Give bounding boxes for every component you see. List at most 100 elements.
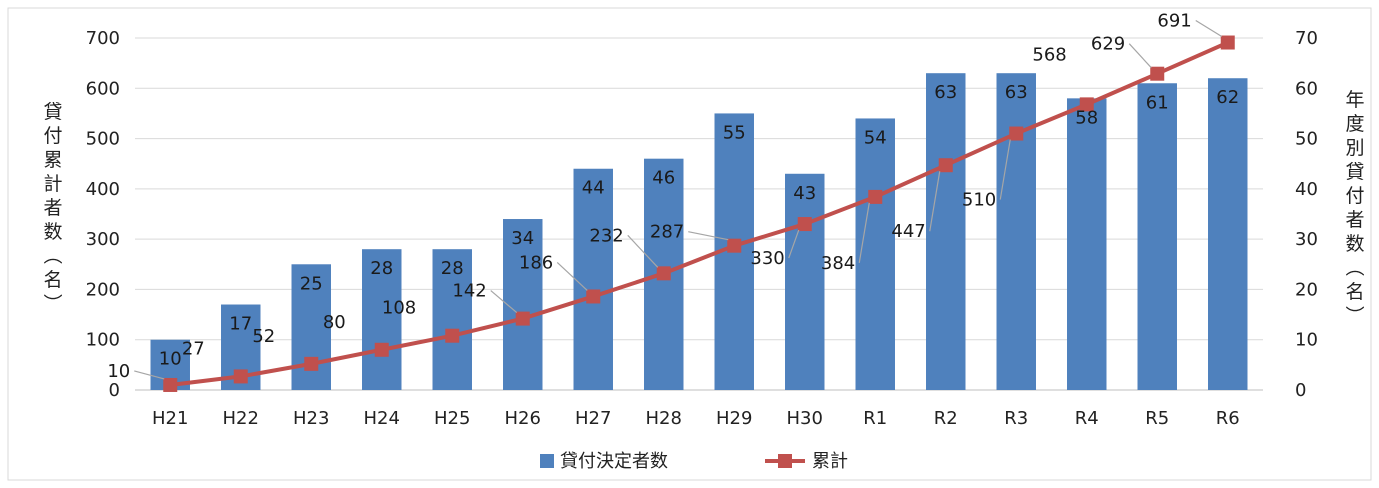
axis-title-char: 者 (1345, 209, 1364, 231)
cumulative-value-label: 447 (891, 221, 925, 242)
bar-value-label: 63 (1005, 82, 1028, 103)
bar-value-label: 17 (229, 314, 252, 335)
left-axis-tick-label: 700 (86, 28, 120, 49)
x-axis-tick-label: H25 (434, 408, 470, 429)
cumulative-value-label: 142 (452, 281, 486, 302)
cumulative-point-marker (1220, 35, 1235, 50)
bar-value-label: 28 (370, 258, 393, 279)
label-leader-line (688, 231, 729, 241)
cumulative-point-marker (1009, 126, 1024, 141)
label-leader-line (929, 171, 941, 232)
cumulative-value-label: 330 (750, 248, 784, 269)
legend: 貸付決定者数 累計 (540, 451, 848, 472)
bar (996, 73, 1036, 390)
cumulative-point-marker (727, 238, 742, 253)
label-leader-line (627, 234, 659, 268)
cumulative-value-label: 108 (382, 298, 416, 319)
bar-value-label: 44 (582, 178, 605, 199)
bar-value-label: 62 (1216, 87, 1239, 108)
axis-title-char: 度 (1345, 113, 1364, 135)
left-axis-ticks: 0 100 200 300 400 500 600 700 (86, 28, 120, 401)
x-axis-tick-label: H27 (575, 408, 611, 429)
left-axis-tick-label: 300 (86, 229, 120, 250)
cumulative-value-label: 232 (589, 225, 623, 246)
right-axis-tick-label: 10 (1295, 330, 1318, 351)
cumulative-line-series (163, 35, 1235, 392)
x-axis-tick-label: R4 (1075, 408, 1099, 429)
bar-value-label: 63 (934, 82, 957, 103)
cumulative-point-marker (304, 356, 319, 371)
x-axis-tick-label: H28 (646, 408, 682, 429)
axis-title-char: ） (41, 293, 63, 312)
left-axis-tick-label: 0 (109, 380, 120, 401)
left-axis-tick-label: 100 (86, 330, 120, 351)
x-axis-tick-label: R1 (863, 408, 887, 429)
axis-title-char: （ (1343, 257, 1365, 276)
right-axis-tick-label: 40 (1295, 179, 1318, 200)
bar-value-label: 10 (159, 349, 182, 370)
axis-title-char: 別 (1345, 137, 1364, 159)
label-leader-line (490, 290, 518, 314)
label-leader-line (1128, 43, 1152, 69)
x-axis-tick-label: H21 (152, 408, 188, 429)
x-axis-tick-label: H30 (787, 408, 823, 429)
axis-title-char: 数 (43, 221, 62, 243)
cumulative-point-marker (445, 328, 460, 343)
left-axis-tick-label: 500 (86, 129, 120, 150)
bar (1137, 83, 1177, 390)
label-leader-line (134, 370, 165, 380)
axis-title-char: 累 (43, 149, 62, 171)
cumulative-value-label: 568 (1032, 44, 1066, 65)
cumulative-point-marker (163, 377, 178, 392)
chart-frame (7, 7, 1372, 481)
label-leader-line (788, 229, 800, 259)
axis-title-char: 付 (1345, 185, 1364, 207)
right-axis-tick-label: 30 (1295, 229, 1318, 250)
cumulative-point-marker (233, 369, 248, 384)
label-leader-line (1195, 20, 1223, 38)
cumulative-value-label: 510 (962, 190, 996, 211)
x-axis-tick-label: R5 (1145, 408, 1169, 429)
cumulative-point-marker (374, 342, 389, 357)
bar-series (150, 73, 1248, 390)
cumulative-point-marker (515, 311, 530, 326)
left-axis-tick-label: 600 (86, 78, 120, 99)
bar (855, 118, 895, 390)
cumulative-line (170, 40, 1229, 387)
bar-value-label: 43 (793, 183, 816, 204)
label-leader-line (858, 202, 870, 264)
bar-value-label: 25 (300, 273, 323, 294)
bar (1067, 98, 1107, 390)
legend-bar-label: 貸付決定者数 (560, 451, 668, 472)
bar-value-label: 46 (652, 168, 675, 189)
bar-value-label: 34 (511, 228, 534, 249)
axis-title-char: 付 (43, 125, 62, 147)
x-axis-tick-label: H23 (293, 408, 329, 429)
axis-title-char: 名 (1345, 281, 1364, 303)
cumulative-value-label: 629 (1091, 34, 1125, 55)
right-axis-tick-label: 0 (1295, 380, 1306, 401)
cumulative-point-marker (1079, 97, 1094, 112)
right-axis-ticks: 0 10 20 30 40 50 60 70 (1295, 28, 1318, 401)
bar (926, 73, 966, 390)
bar-value-label: 61 (1146, 92, 1169, 113)
axis-title-char: 貸 (43, 101, 62, 123)
cumulative-value-label: 10 (107, 361, 130, 382)
cumulative-value-label: 691 (1157, 11, 1191, 32)
axis-title-char: 計 (43, 173, 62, 195)
bar (432, 249, 472, 390)
x-axis-tick-label: R6 (1216, 408, 1240, 429)
axis-title-char: （ (41, 245, 63, 264)
cumulative-point-marker (797, 217, 812, 232)
cumulative-value-label: 287 (650, 222, 684, 243)
cumulative-point-marker (868, 189, 883, 204)
bar-value-label: 54 (864, 127, 887, 148)
bar-value-label: 58 (1075, 107, 1098, 128)
bar (503, 219, 543, 390)
